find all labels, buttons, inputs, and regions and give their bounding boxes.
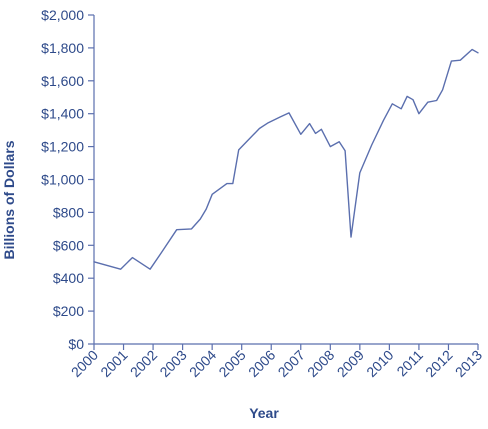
- y-tick-label: $1,400: [41, 106, 84, 122]
- x-tick-label: 2010: [363, 347, 396, 380]
- x-tick-label: 2012: [422, 347, 455, 380]
- y-tick-label: $400: [53, 270, 84, 286]
- y-tick-label: $0: [68, 336, 84, 352]
- series-layer: [93, 48, 479, 270]
- x-tick-label: 2004: [186, 347, 219, 380]
- y-axis: $0 $200 $400 $600 $800 $1,000 $1,200 $1,400 $1,6…: [41, 7, 95, 352]
- y-tick-label: $200: [53, 303, 84, 319]
- y-axis-title: Billions of Dollars: [1, 140, 17, 259]
- x-tick-label: 2009: [334, 347, 367, 380]
- x-tick-label: 2008: [304, 347, 337, 380]
- y-tick-label: $1,800: [41, 40, 84, 56]
- x-tick-label: 2011: [393, 347, 426, 380]
- y-tick-label: $1,600: [41, 73, 84, 89]
- x-tick-label: 2001: [97, 347, 130, 380]
- y-tick-label: $600: [53, 237, 84, 253]
- y-tick-label: $1,000: [41, 172, 84, 188]
- x-tick-label: 2006: [245, 347, 278, 380]
- y-tick-label: $800: [53, 204, 84, 220]
- x-axis: 2000200120022003200420052006200720082009…: [68, 343, 485, 380]
- x-tick-label: 2002: [127, 347, 160, 380]
- y-tick-label: $1,200: [41, 139, 84, 155]
- x-tick-label: 2007: [275, 347, 308, 380]
- y-tick-label: $2,000: [41, 7, 84, 23]
- series-line-0: [93, 48, 479, 270]
- x-tick-label: 2003: [156, 347, 189, 380]
- x-tick-label: 2013: [452, 347, 485, 380]
- x-axis-title: Year: [249, 405, 279, 421]
- x-tick-label: 2005: [215, 347, 248, 380]
